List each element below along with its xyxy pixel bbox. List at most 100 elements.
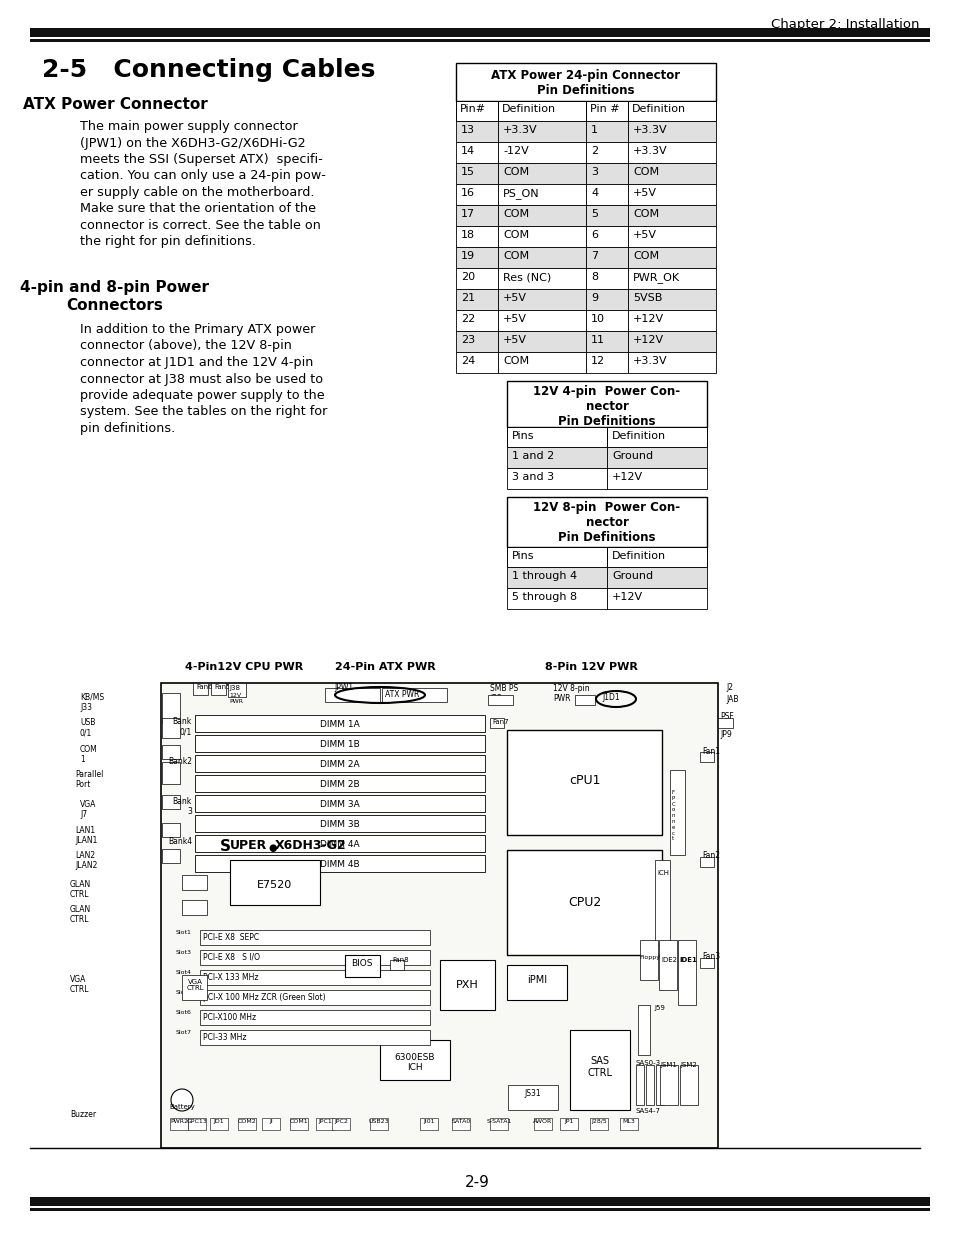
Text: 7: 7 — [590, 251, 598, 261]
Bar — [497, 142, 585, 163]
Text: VGA
J7: VGA J7 — [80, 800, 96, 819]
Text: 10: 10 — [590, 314, 604, 324]
Text: 3 and 3: 3 and 3 — [512, 472, 554, 482]
Bar — [162, 745, 180, 760]
Bar — [627, 205, 716, 226]
Bar — [627, 163, 716, 184]
Text: 18: 18 — [460, 230, 475, 240]
Text: Buzzer: Buzzer — [70, 1110, 96, 1119]
Bar — [182, 974, 207, 1000]
Text: +12V: +12V — [633, 314, 663, 324]
Text: 9: 9 — [590, 293, 598, 303]
Text: +3.3V: +3.3V — [502, 125, 537, 135]
Text: COM: COM — [633, 167, 659, 177]
Text: F
P
C
o
n
n
e
c
t: F P C o n n e c t — [671, 790, 675, 841]
Bar — [506, 547, 606, 567]
Bar — [585, 101, 627, 121]
Text: Bank4: Bank4 — [168, 837, 192, 846]
Bar — [370, 1118, 388, 1130]
Text: PXH: PXH — [456, 981, 477, 990]
Bar — [627, 268, 716, 289]
Bar — [585, 184, 627, 205]
Bar — [627, 226, 716, 247]
Text: 12V
PWR: 12V PWR — [229, 693, 243, 704]
Bar — [332, 1118, 350, 1130]
Bar — [456, 205, 497, 226]
Text: connector (above), the 12V 8-pin: connector (above), the 12V 8-pin — [80, 340, 292, 352]
Text: Slot4: Slot4 — [175, 969, 192, 974]
Text: 22: 22 — [460, 314, 475, 324]
Text: cPU1: cPU1 — [569, 773, 600, 787]
Bar — [345, 955, 379, 977]
Text: meets the SSI (Superset ATX)  specifi-: meets the SSI (Superset ATX) specifi- — [80, 153, 322, 165]
Bar — [636, 1065, 643, 1105]
Bar — [456, 247, 497, 268]
Bar — [585, 310, 627, 331]
Text: 1: 1 — [590, 125, 598, 135]
Bar — [182, 876, 207, 890]
Bar — [606, 547, 706, 567]
Text: 24: 24 — [460, 356, 475, 366]
Text: The main power supply connector: The main power supply connector — [80, 120, 297, 133]
Text: 12V 8-pin  Power Con-
nector
Pin Definitions: 12V 8-pin Power Con- nector Pin Definiti… — [533, 501, 679, 543]
Bar — [456, 289, 497, 310]
Text: +12V: +12V — [612, 592, 642, 601]
Text: VGA
CTRL: VGA CTRL — [186, 978, 204, 992]
Bar — [585, 121, 627, 142]
Text: USB23: USB23 — [368, 1119, 389, 1124]
Text: SAS4-7: SAS4-7 — [636, 1108, 660, 1114]
Text: COM: COM — [502, 251, 529, 261]
Text: S: S — [220, 839, 231, 853]
Bar — [497, 101, 585, 121]
Text: +5V: +5V — [633, 230, 657, 240]
Text: 17: 17 — [460, 209, 475, 219]
Text: +12V: +12V — [612, 472, 642, 482]
Text: DIMM 4B: DIMM 4B — [320, 860, 359, 869]
Text: +3.3V: +3.3V — [633, 356, 667, 366]
Text: 12V 8-pin
PWR: 12V 8-pin PWR — [553, 684, 589, 704]
Text: In addition to the Primary ATX power: In addition to the Primary ATX power — [80, 324, 315, 336]
Bar — [456, 226, 497, 247]
Text: USB
0/1: USB 0/1 — [80, 718, 95, 737]
Text: 4-pin and 8-pin Power: 4-pin and 8-pin Power — [20, 280, 210, 295]
Text: Definition: Definition — [612, 551, 665, 561]
Text: the right for pin definitions.: the right for pin definitions. — [80, 236, 255, 248]
Bar — [30, 1208, 929, 1212]
Text: PS_ON: PS_ON — [502, 188, 539, 199]
Bar — [506, 427, 606, 447]
Text: GLAN
CTRL: GLAN CTRL — [70, 905, 91, 925]
Text: Slot7: Slot7 — [175, 1030, 192, 1035]
Bar — [585, 289, 627, 310]
Bar — [497, 268, 585, 289]
Text: JP1: JP1 — [564, 1119, 573, 1124]
Text: AWOR: AWOR — [533, 1119, 552, 1124]
Bar — [210, 1118, 228, 1130]
Text: DIMM 1A: DIMM 1A — [320, 720, 359, 729]
Bar — [575, 695, 595, 705]
Bar — [456, 184, 497, 205]
Bar — [506, 567, 606, 588]
Text: +12V: +12V — [633, 335, 663, 345]
Bar — [194, 815, 484, 832]
Text: Definition: Definition — [501, 104, 556, 114]
Text: PCI-X 133 MHz: PCI-X 133 MHz — [203, 973, 258, 982]
Bar — [162, 718, 180, 739]
Bar — [569, 1030, 629, 1110]
Bar — [497, 310, 585, 331]
Text: GPC13: GPC13 — [187, 1119, 207, 1124]
Text: IDE1: IDE1 — [679, 957, 697, 963]
Text: 6: 6 — [590, 230, 598, 240]
Bar — [162, 848, 180, 863]
Text: DIMM 2A: DIMM 2A — [320, 760, 359, 769]
Text: COM2: COM2 — [237, 1119, 256, 1124]
Text: SATA0: SATA0 — [451, 1119, 470, 1124]
Bar — [645, 1065, 654, 1105]
Text: LAN1
JLAN1: LAN1 JLAN1 — [75, 826, 97, 846]
Bar — [211, 683, 226, 695]
Bar — [390, 960, 403, 969]
Bar — [639, 940, 658, 981]
Bar — [30, 28, 929, 37]
Bar — [497, 226, 585, 247]
Bar — [700, 752, 713, 762]
Bar — [162, 762, 180, 784]
